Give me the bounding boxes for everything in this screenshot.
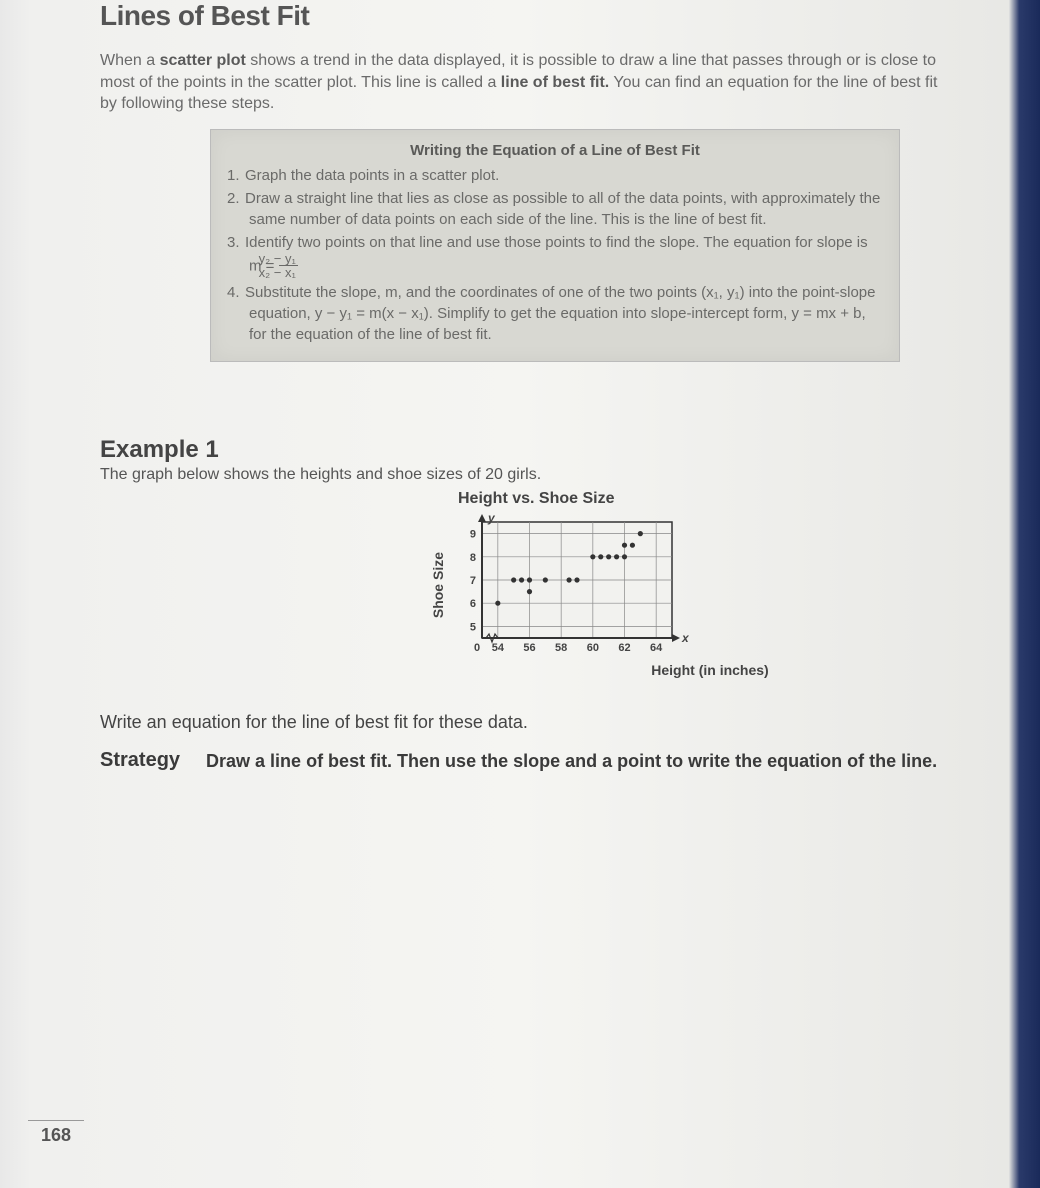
chart-region: Height vs. Shoe Size Shoe Size 545658606… [430, 490, 950, 678]
prompt-text: Write an equation for the line of best f… [100, 712, 950, 733]
page-title: Lines of Best Fit [100, 0, 950, 32]
step-4: 4.Substitute the slope, m, and the coord… [227, 282, 883, 345]
frac-top: y₂ − y₁ [279, 252, 298, 266]
step-4-text: Substitute the slope, m, and the coordin… [245, 284, 876, 343]
intro-pre: When a [100, 52, 160, 69]
example-heading: Example 1 [100, 436, 950, 464]
intro-bold1: scatter plot [160, 52, 246, 69]
chart-title: Height vs. Shoe Size [458, 490, 950, 508]
strategy-row: Strategy Draw a line of best fit. Then u… [100, 749, 950, 773]
svg-text:54: 54 [492, 642, 505, 654]
svg-text:62: 62 [618, 642, 630, 654]
chart-ylabel: Shoe Size [430, 552, 446, 618]
step-1-text: Graph the data points in a scatter plot. [245, 167, 499, 184]
svg-text:7: 7 [470, 575, 476, 587]
chart-xlabel: Height (in inches) [470, 662, 950, 678]
svg-text:56: 56 [523, 642, 535, 654]
step-3-text: Identify two points on that line and use… [245, 234, 868, 274]
svg-text:58: 58 [555, 642, 567, 654]
svg-text:9: 9 [470, 528, 476, 540]
steps-box: Writing the Equation of a Line of Best F… [210, 129, 900, 362]
step-1: 1.Graph the data points in a scatter plo… [227, 165, 883, 186]
slope-fraction: y₂ − y₁ x₂ − x₁ [279, 252, 298, 279]
box-title: Writing the Equation of a Line of Best F… [227, 140, 883, 161]
frac-bot: x₂ − x₁ [279, 266, 298, 279]
svg-text:60: 60 [587, 642, 599, 654]
svg-text:x: x [681, 631, 690, 645]
scatter-plot: 54565860626456789yx0 [450, 510, 690, 660]
page-number: 168 [28, 1120, 84, 1146]
svg-text:0: 0 [474, 642, 480, 654]
example-sub: The graph below shows the heights and sh… [100, 466, 950, 484]
strategy-label: Strategy [100, 749, 180, 773]
intro-bold2: line of best fit. [501, 74, 609, 91]
step-2: 2.Draw a straight line that lies as clos… [227, 188, 883, 230]
strategy-text: Draw a line of best fit. Then use the sl… [206, 749, 937, 773]
svg-text:64: 64 [650, 642, 663, 654]
svg-text:5: 5 [470, 621, 476, 633]
svg-text:8: 8 [470, 552, 476, 564]
svg-text:y: y [487, 511, 496, 525]
svg-text:6: 6 [470, 598, 476, 610]
step-3: 3.Identify two points on that line and u… [227, 232, 883, 280]
intro-paragraph: When a scatter plot shows a trend in the… [100, 50, 950, 115]
step-2-text: Draw a straight line that lies as close … [245, 190, 880, 228]
